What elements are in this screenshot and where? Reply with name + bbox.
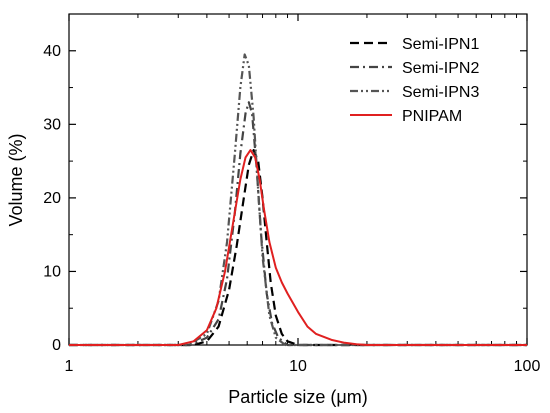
y-tick-label: 20 [43,190,61,207]
series-line-pnipam [69,149,527,346]
y-tick-label: 10 [43,263,61,280]
y-tick-label: 0 [52,337,61,354]
x-tick-label: 100 [514,358,541,375]
series-lines [69,53,527,347]
legend-label-semi-ipn1: Semi-IPN1 [402,36,479,53]
y-tick-label: 40 [43,43,61,60]
y-tick-label: 30 [43,116,61,133]
y-axis-ticks: 0 10 20 30 40 [43,13,527,354]
series-line-semi-ipn1 [69,148,527,347]
x-tick-label: 1 [65,358,74,375]
y-axis-title: Volume (%) [6,133,26,226]
legend-label-pnipam: PNIPAM [402,108,462,125]
legend-label-semi-ipn2: Semi-IPN2 [402,60,479,77]
x-tick-label: 10 [289,358,307,375]
series-line-semi-ipn2 [69,101,527,347]
legend: Semi-IPN1 Semi-IPN2 Semi-IPN3 PNIPAM [350,36,479,125]
x-axis-title: Particle size (μm) [228,387,367,407]
legend-label-semi-ipn3: Semi-IPN3 [402,84,479,101]
